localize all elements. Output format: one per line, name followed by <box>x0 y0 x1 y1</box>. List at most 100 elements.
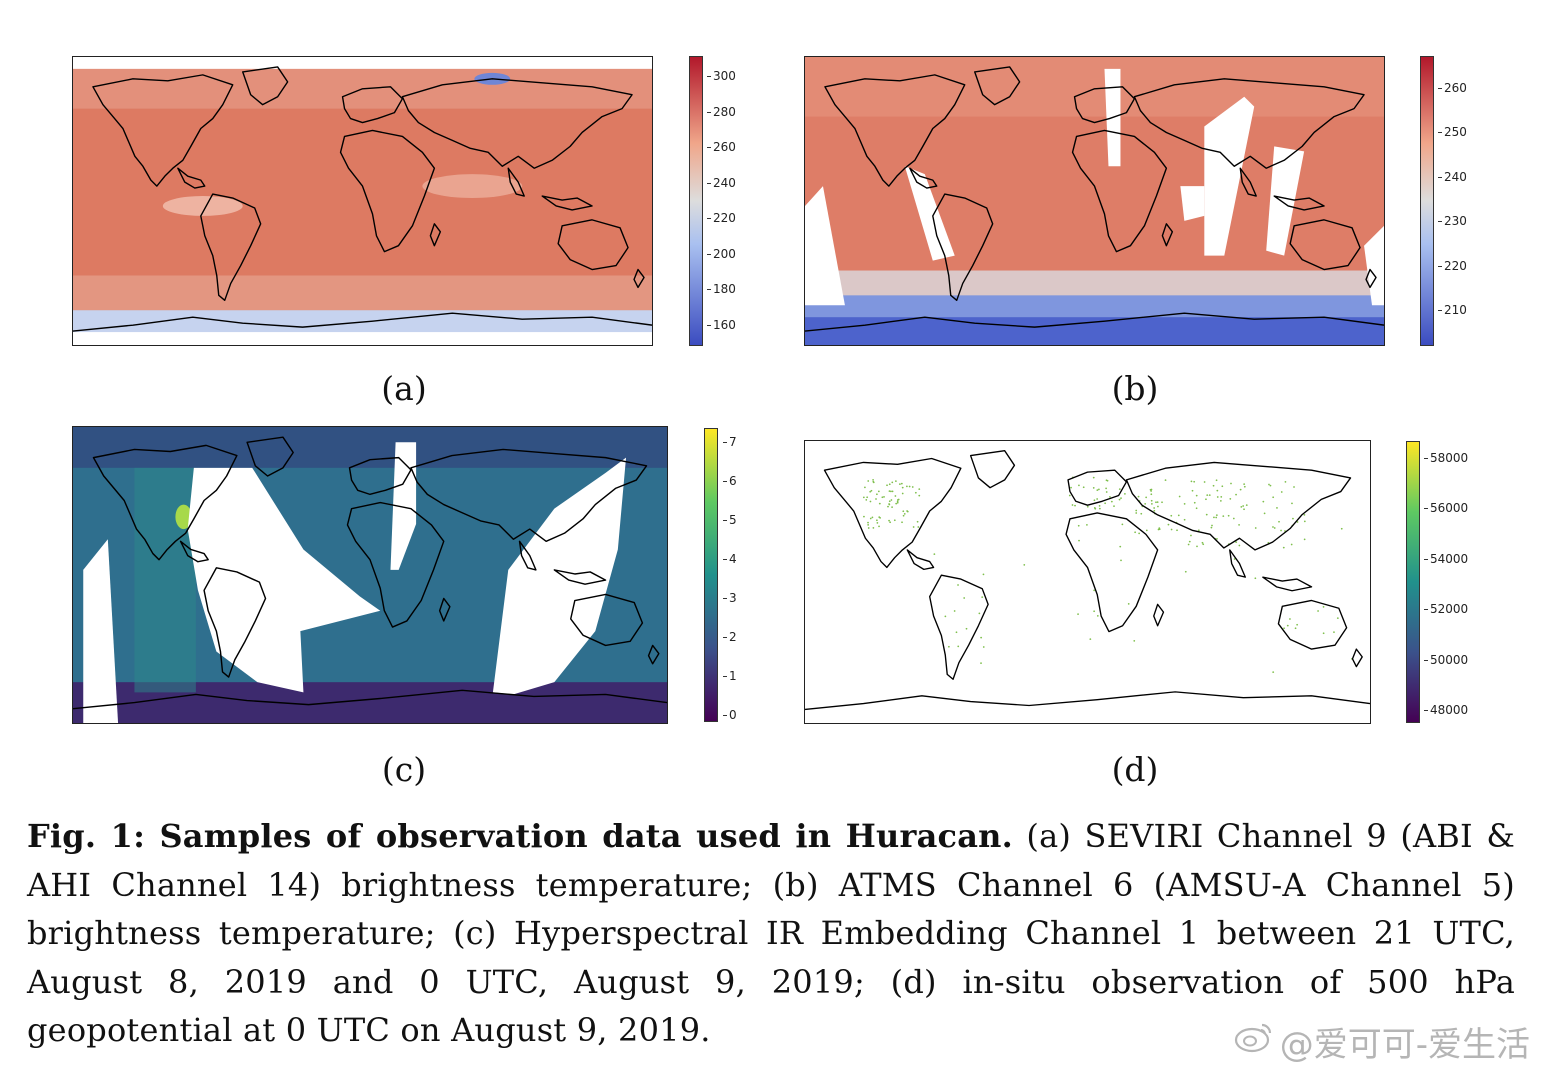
panel-a-tick: 280 <box>707 105 736 119</box>
station-marker <box>1120 497 1122 499</box>
station-marker <box>1133 640 1136 642</box>
station-marker <box>1269 484 1272 487</box>
station-marker <box>1096 615 1099 617</box>
panel-c-tick: 6 <box>723 474 737 488</box>
station-marker <box>1190 480 1193 483</box>
panel-c-colorbar <box>704 428 718 722</box>
station-marker <box>1216 489 1219 492</box>
panel-d-map <box>804 440 1371 724</box>
station-marker <box>1243 508 1245 511</box>
station-marker <box>1113 505 1115 508</box>
panel-a-tick: 260 <box>707 140 736 154</box>
station-marker <box>944 615 947 618</box>
station-marker <box>982 646 985 648</box>
station-marker <box>894 495 897 497</box>
station-marker <box>1089 638 1092 641</box>
station-marker <box>888 483 891 486</box>
station-marker <box>1201 541 1204 544</box>
station-marker <box>1191 489 1194 492</box>
station-marker <box>1232 517 1235 520</box>
station-marker <box>865 499 868 501</box>
station-marker <box>965 627 968 630</box>
station-marker <box>1150 499 1153 502</box>
weibo-icon <box>1234 1020 1274 1063</box>
station-marker <box>1215 516 1218 519</box>
station-marker <box>869 490 872 493</box>
station-marker <box>980 636 983 639</box>
station-marker <box>903 512 906 515</box>
station-marker <box>1280 529 1282 532</box>
station-marker <box>902 510 905 513</box>
station-marker <box>1254 577 1257 580</box>
station-marker <box>1074 504 1076 507</box>
station-marker <box>912 526 915 528</box>
panel-b-tick: 230 <box>1438 214 1467 228</box>
station-marker <box>891 490 894 493</box>
station-marker <box>1221 485 1224 488</box>
station-marker <box>876 493 878 496</box>
station-marker <box>887 505 889 508</box>
station-marker <box>980 662 982 664</box>
station-marker <box>1119 545 1122 548</box>
panel-d-tick: 48000 <box>1423 703 1469 717</box>
station-marker <box>867 524 870 526</box>
panel-a-tick: 160 <box>707 318 736 332</box>
station-marker <box>1235 541 1238 544</box>
station-marker <box>908 485 911 488</box>
station-marker <box>1213 516 1215 519</box>
station-marker <box>900 482 903 485</box>
station-marker <box>1127 603 1130 605</box>
station-marker <box>1296 521 1299 523</box>
station-marker <box>1284 480 1287 483</box>
panel-d-tick: 50000 <box>1423 653 1469 667</box>
station-marker <box>1145 496 1148 499</box>
station-marker <box>1144 502 1147 505</box>
station-marker <box>878 525 880 528</box>
station-marker <box>895 480 897 482</box>
panel-a-map <box>72 56 653 346</box>
station-marker <box>869 517 872 520</box>
station-marker <box>872 480 875 483</box>
station-marker <box>1092 486 1095 489</box>
station-marker <box>896 501 899 504</box>
panel-a-tick: 240 <box>707 176 736 190</box>
station-marker <box>1215 479 1218 482</box>
station-marker <box>1105 491 1108 493</box>
station-marker <box>1078 484 1080 487</box>
panel-c-label: (c) <box>381 750 427 789</box>
station-marker <box>1336 617 1339 619</box>
station-marker <box>1093 499 1096 502</box>
station-marker <box>872 526 875 529</box>
station-marker <box>953 610 956 612</box>
watermark: @爱可可-爱生活 <box>1234 1017 1530 1066</box>
panel-a-colorbar <box>689 56 703 346</box>
station-marker <box>1183 518 1186 521</box>
station-marker <box>1118 498 1121 501</box>
station-marker <box>871 516 874 519</box>
station-marker <box>1137 495 1140 498</box>
station-marker <box>875 498 877 500</box>
station-marker <box>1078 539 1080 542</box>
panel-a-tick: 180 <box>707 282 736 296</box>
station-marker <box>1203 481 1206 483</box>
panel-d-tick: 58000 <box>1423 451 1469 465</box>
station-marker <box>1208 494 1211 497</box>
station-marker <box>872 479 874 481</box>
station-marker <box>1134 531 1137 534</box>
station-marker <box>1023 564 1026 566</box>
station-marker <box>1170 514 1173 517</box>
station-marker <box>933 553 936 555</box>
station-marker <box>883 496 885 498</box>
caption-body: (a) SEVIRI Channel 9 (ABI & AHI Channel … <box>27 817 1515 1049</box>
station-marker <box>1242 505 1245 507</box>
panel-b-colorbar <box>1420 56 1434 346</box>
station-marker <box>1176 529 1178 532</box>
station-marker <box>981 596 984 599</box>
station-marker <box>1135 512 1138 514</box>
station-marker <box>886 484 888 487</box>
station-marker <box>1272 526 1274 528</box>
station-marker <box>1193 501 1196 504</box>
station-marker <box>917 526 920 528</box>
station-marker <box>906 510 908 512</box>
station-marker <box>1229 497 1232 500</box>
